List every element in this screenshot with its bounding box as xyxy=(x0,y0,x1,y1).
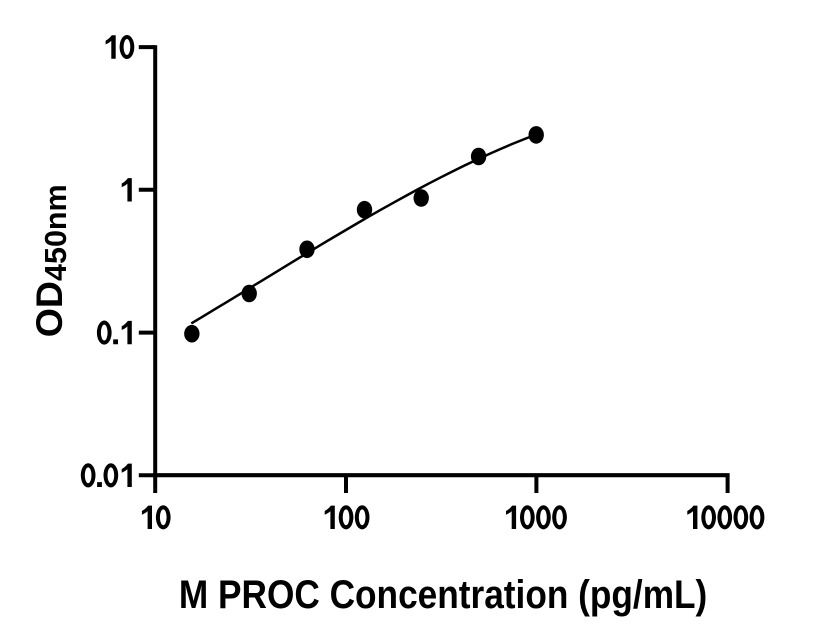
svg-text:M PROC Concentration (pg/mL): M PROC Concentration (pg/mL) xyxy=(179,573,707,617)
